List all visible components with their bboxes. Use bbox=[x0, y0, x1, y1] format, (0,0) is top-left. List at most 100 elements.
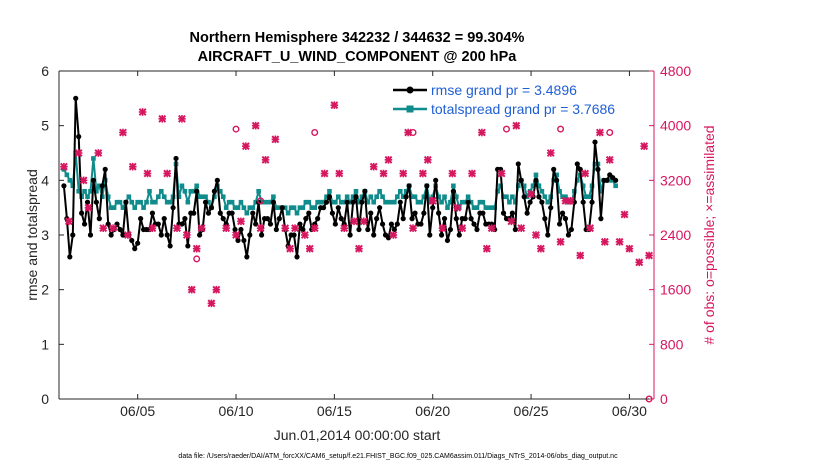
totalspread-point bbox=[176, 194, 182, 200]
totalspread-point bbox=[395, 194, 400, 200]
totalspread-point bbox=[315, 199, 320, 205]
obs-assimilated-point bbox=[428, 196, 437, 205]
totalspread-point bbox=[480, 199, 486, 205]
totalspread-point bbox=[392, 199, 397, 205]
obs-assimilated-point bbox=[251, 121, 260, 130]
totalspread-point bbox=[510, 194, 515, 200]
rmse-point bbox=[374, 216, 380, 222]
totalspread-point bbox=[530, 183, 536, 189]
rmse-point bbox=[613, 177, 619, 183]
totalspread-point bbox=[250, 205, 256, 210]
obs-assimilated-point bbox=[84, 203, 93, 212]
obs-assimilated-point bbox=[482, 244, 491, 253]
rmse-point bbox=[247, 232, 253, 238]
totalspread-point bbox=[583, 194, 589, 200]
rmse-point bbox=[270, 199, 276, 205]
obs-assimilated-point bbox=[222, 224, 231, 233]
rmse-point bbox=[368, 210, 374, 216]
rmse-point bbox=[397, 199, 403, 205]
rmse-point bbox=[447, 226, 454, 233]
totalspread-point bbox=[536, 183, 542, 189]
y-right-tick-label: 1600 bbox=[660, 282, 691, 298]
rmse-point bbox=[297, 221, 303, 227]
rmse-point bbox=[217, 210, 223, 216]
obs-assimilated-point bbox=[335, 169, 344, 178]
rmse-point bbox=[421, 210, 427, 216]
rmse-point bbox=[362, 188, 368, 194]
rmse-point bbox=[191, 210, 197, 216]
totalspread-point bbox=[158, 188, 164, 194]
obs-assimilated-point bbox=[458, 224, 467, 233]
rmse-point bbox=[347, 232, 353, 238]
y-left-tick-label: 2 bbox=[41, 282, 49, 298]
rmse-point bbox=[149, 210, 156, 216]
rmse-point bbox=[409, 216, 415, 222]
rmse-point bbox=[359, 199, 365, 205]
x-axis-ticks: 06/05 06/10 06/15 06/20 06/25 06/30 bbox=[120, 71, 647, 419]
totalspread-point bbox=[483, 205, 489, 210]
obs-assimilated-point bbox=[128, 162, 137, 171]
rmse-point bbox=[377, 205, 383, 211]
rmse-point bbox=[315, 216, 321, 222]
obs-assimilated-point bbox=[453, 203, 462, 212]
totalspread-point bbox=[76, 188, 81, 194]
totalspread-point bbox=[330, 199, 335, 205]
rmse-point bbox=[223, 221, 229, 227]
totalspread-point bbox=[70, 183, 76, 189]
rmse-point bbox=[312, 221, 318, 227]
totalspread-point bbox=[403, 188, 409, 194]
totalspread-point bbox=[191, 188, 197, 194]
rmse-point bbox=[551, 166, 557, 172]
totalspread-point bbox=[135, 199, 140, 205]
rmse-point bbox=[518, 177, 524, 183]
totalspread-point bbox=[353, 188, 359, 194]
rmse-point bbox=[173, 155, 179, 162]
rmse-point bbox=[102, 166, 108, 172]
rmse-point bbox=[79, 210, 85, 216]
rmse-point bbox=[556, 221, 563, 227]
totalspread-point bbox=[274, 205, 279, 210]
rmse-point bbox=[462, 216, 468, 222]
obs-assimilated-point bbox=[281, 224, 290, 233]
rmse-point bbox=[400, 216, 406, 222]
obs-possible-point bbox=[606, 128, 614, 136]
rmse-point bbox=[73, 95, 79, 101]
obs-assimilated-point bbox=[448, 169, 457, 178]
totalspread-point bbox=[256, 188, 261, 194]
rmse-point bbox=[244, 254, 250, 260]
obs-assimilated-point bbox=[119, 128, 127, 137]
rmse-point bbox=[135, 240, 141, 246]
totalspread-point bbox=[542, 194, 548, 200]
totalspread-point bbox=[474, 205, 480, 210]
totalspread-point bbox=[436, 194, 441, 200]
rmse-point bbox=[300, 226, 306, 233]
chart-title-line2: AIRCRAFT_U_WIND_COMPONENT @ 200 hPa bbox=[198, 49, 518, 65]
obs-assimilated-point bbox=[173, 224, 181, 233]
totalspread-point bbox=[285, 210, 291, 216]
plot-area bbox=[59, 71, 654, 399]
totalspread-point bbox=[141, 205, 146, 210]
obs-assimilated-point bbox=[635, 258, 644, 267]
totalspread-point bbox=[368, 194, 374, 200]
rmse-point bbox=[291, 232, 297, 238]
rmse-point bbox=[394, 221, 400, 227]
obs-assimilated-point bbox=[305, 244, 314, 253]
rmse-point bbox=[120, 232, 126, 238]
obs-assimilated-point bbox=[423, 155, 432, 164]
obs-assimilated-point bbox=[527, 190, 535, 198]
obs-assimilated-point bbox=[237, 217, 245, 226]
obs-assimilated-point bbox=[143, 169, 152, 178]
rmse-point bbox=[444, 237, 451, 244]
rmse-point bbox=[205, 210, 212, 216]
totalspread-point bbox=[203, 194, 208, 200]
obs-assimilated-point bbox=[79, 176, 88, 185]
obs-assimilated-point bbox=[207, 299, 216, 308]
obs-assimilated-point bbox=[109, 224, 117, 233]
rmse-point bbox=[264, 216, 271, 222]
totalspread-point bbox=[161, 194, 167, 200]
y-left-tick-label: 3 bbox=[41, 227, 49, 243]
totalspread-point bbox=[554, 172, 559, 178]
rmse-point bbox=[70, 232, 76, 238]
totalspread-point bbox=[389, 199, 394, 205]
totalspread-point bbox=[397, 188, 403, 194]
